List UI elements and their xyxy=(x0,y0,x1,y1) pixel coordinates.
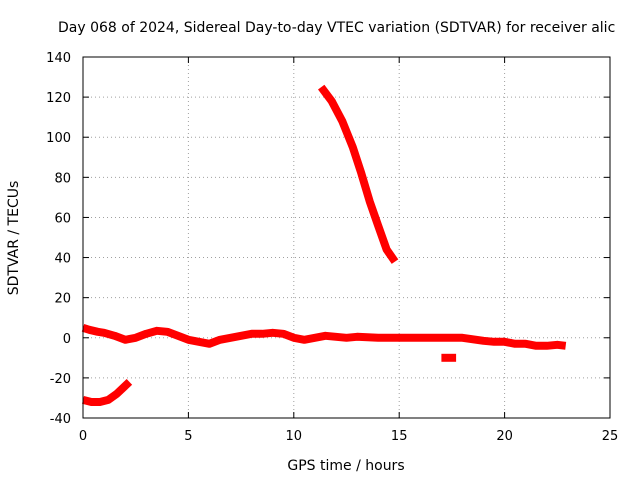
y-tick-label: 0 xyxy=(63,332,71,347)
y-tick-label: 20 xyxy=(54,292,71,307)
x-tick-label: 5 xyxy=(184,429,192,444)
x-tick-label: 10 xyxy=(286,429,303,444)
y-tick-label: 120 xyxy=(46,91,71,106)
plot-frame xyxy=(82,56,611,419)
y-tick-label: 100 xyxy=(46,131,71,146)
y-tick-label: -40 xyxy=(50,412,71,427)
series-main-track xyxy=(81,323,567,350)
y-tick-label: -20 xyxy=(50,372,71,387)
y-tick-label: 40 xyxy=(54,252,71,267)
y-tick-label: 60 xyxy=(54,211,71,226)
y-tick-label: 140 xyxy=(46,51,71,66)
x-tick-label: 15 xyxy=(391,429,408,444)
x-tick-label: 20 xyxy=(496,429,513,444)
series-layer xyxy=(81,84,567,406)
y-axis-label: SDTVAR / TECUs xyxy=(6,181,22,296)
series-descending-arc xyxy=(318,84,399,264)
y-tick-label: 80 xyxy=(54,171,71,186)
grid xyxy=(83,57,610,418)
chart-title: Day 068 of 2024, Sidereal Day-to-day VTE… xyxy=(58,20,615,36)
x-tick-label: 25 xyxy=(602,429,619,444)
series-early-negative xyxy=(82,378,133,406)
x-axis-label: GPS time / hours xyxy=(287,458,404,474)
x-tick-label: 0 xyxy=(79,429,87,444)
axis-ticks: 0 5 10 15 20 25 -40 -20 0 20 40 60 80 100 120 140 xyxy=(46,51,618,444)
